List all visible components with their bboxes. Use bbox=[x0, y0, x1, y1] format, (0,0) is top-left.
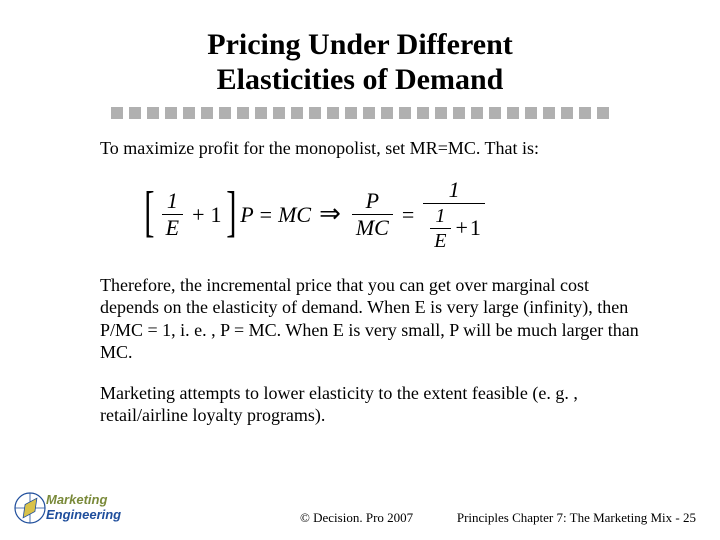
right-bracket: ] bbox=[226, 187, 236, 237]
divider-square bbox=[111, 107, 123, 119]
logo-svg: Marketing Engineering bbox=[12, 478, 132, 528]
paragraph-3: Marketing attempts to lower elasticity t… bbox=[100, 382, 640, 427]
body-content: To maximize profit for the monopolist, s… bbox=[100, 137, 640, 427]
divider-square bbox=[345, 107, 357, 119]
variable-p: P bbox=[240, 201, 253, 229]
equals-2: = bbox=[402, 201, 414, 229]
divider-square bbox=[579, 107, 591, 119]
divider-square bbox=[147, 107, 159, 119]
slide-title: Pricing Under Different Elasticities of … bbox=[50, 28, 670, 97]
divider-square bbox=[381, 107, 393, 119]
frac-1-over-e-right: 1 E bbox=[430, 205, 450, 252]
divider-square bbox=[219, 107, 231, 119]
paragraph-2: Therefore, the incremental price that yo… bbox=[100, 274, 640, 364]
formula: [ 1 E + 1 ] P = MC ⇒ P MC = 1 bbox=[140, 178, 640, 252]
divider-square bbox=[399, 107, 411, 119]
divider-square bbox=[417, 107, 429, 119]
divider-square bbox=[471, 107, 483, 119]
plus-sign-right: + bbox=[456, 216, 468, 240]
divider-square bbox=[273, 107, 285, 119]
page-number: Principles Chapter 7: The Marketing Mix … bbox=[457, 510, 696, 526]
divider-square bbox=[507, 107, 519, 119]
divider-square bbox=[561, 107, 573, 119]
logo-text-1: Marketing bbox=[46, 492, 107, 507]
divider-square bbox=[327, 107, 339, 119]
one-left: 1 bbox=[211, 201, 222, 229]
divider-squares bbox=[80, 107, 640, 119]
logo-text-2: Engineering bbox=[46, 507, 121, 522]
divider-square bbox=[201, 107, 213, 119]
divider-square bbox=[237, 107, 249, 119]
divider-square bbox=[489, 107, 501, 119]
frac-1-over-e-left: 1 E bbox=[162, 189, 183, 240]
divider-square bbox=[129, 107, 141, 119]
divider-square bbox=[183, 107, 195, 119]
divider-square bbox=[453, 107, 465, 119]
divider-square bbox=[543, 107, 555, 119]
copyright-text: © Decision. Pro 2007 bbox=[300, 510, 413, 526]
title-line-2: Elasticities of Demand bbox=[217, 63, 504, 96]
slide: Pricing Under Different Elasticities of … bbox=[0, 0, 720, 540]
paragraph-1: To maximize profit for the monopolist, s… bbox=[100, 137, 640, 160]
divider-square bbox=[309, 107, 321, 119]
divider-square bbox=[363, 107, 375, 119]
plus-sign-left: + bbox=[192, 201, 204, 229]
divider-square bbox=[597, 107, 609, 119]
divider-square bbox=[291, 107, 303, 119]
divider-square bbox=[525, 107, 537, 119]
den-nested: 1 E + 1 bbox=[423, 205, 485, 252]
frac-rhs-outer: 1 1 E + 1 bbox=[423, 178, 485, 252]
title-line-1: Pricing Under Different bbox=[207, 28, 513, 61]
left-bracket: [ bbox=[144, 187, 154, 237]
equals-1: = bbox=[260, 201, 272, 229]
one-right: 1 bbox=[470, 216, 481, 240]
divider-square bbox=[435, 107, 447, 119]
mc-left: MC bbox=[278, 201, 311, 229]
logo-marketing-engineering: Marketing Engineering bbox=[12, 478, 132, 528]
divider-square bbox=[165, 107, 177, 119]
divider-square bbox=[255, 107, 267, 119]
frac-p-over-mc: P MC bbox=[352, 189, 393, 240]
implies-arrow: ⇒ bbox=[319, 198, 341, 231]
